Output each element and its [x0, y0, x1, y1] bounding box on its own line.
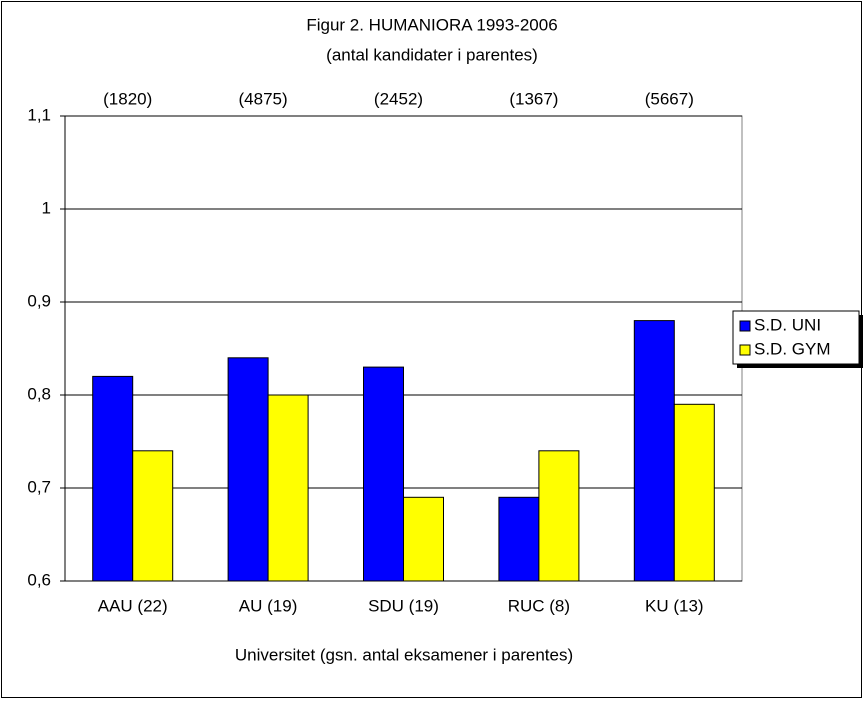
annotation: (2452) — [374, 89, 423, 108]
bar — [673, 403, 715, 582]
bar — [227, 357, 269, 582]
x-tick-label: SDU (19) — [368, 596, 439, 615]
bar — [267, 394, 309, 582]
chart-subtitle: (antal kandidater i parentes) — [326, 45, 538, 64]
y-tick-label: 1,1 — [27, 105, 51, 124]
annotation: (1820) — [103, 89, 152, 108]
bar — [92, 375, 134, 582]
annotation: (4875) — [239, 89, 288, 108]
y-tick-label: 0,8 — [27, 384, 51, 403]
x-tick-label: AAU (22) — [98, 596, 168, 615]
legend-swatch — [739, 344, 751, 356]
y-tick-label: 1 — [42, 198, 51, 217]
x-tick-label: RUC (8) — [508, 596, 570, 615]
legend-swatch — [739, 320, 751, 332]
x-tick-label: AU (19) — [239, 596, 298, 615]
bar — [363, 366, 404, 582]
bar — [403, 496, 444, 582]
bar — [633, 320, 675, 582]
y-tick-label: 0,6 — [27, 570, 51, 589]
chart-title: Figur 2. HUMANIORA 1993-2006 — [306, 15, 557, 34]
legend — [732, 310, 860, 365]
y-tick-label: 0,9 — [27, 291, 51, 310]
x-tick-label: KU (13) — [645, 596, 704, 615]
y-tick-label: 0,7 — [27, 477, 51, 496]
x-axis-title: Universitet (gsn. antal eksamener i pare… — [235, 645, 573, 664]
legend-label: S.D. UNI — [754, 315, 821, 334]
bar — [498, 496, 540, 582]
annotation: (1367) — [509, 89, 558, 108]
bar — [538, 450, 580, 582]
legend-label: S.D. GYM — [754, 339, 831, 358]
annotation: (5667) — [645, 89, 694, 108]
bar — [132, 450, 174, 582]
